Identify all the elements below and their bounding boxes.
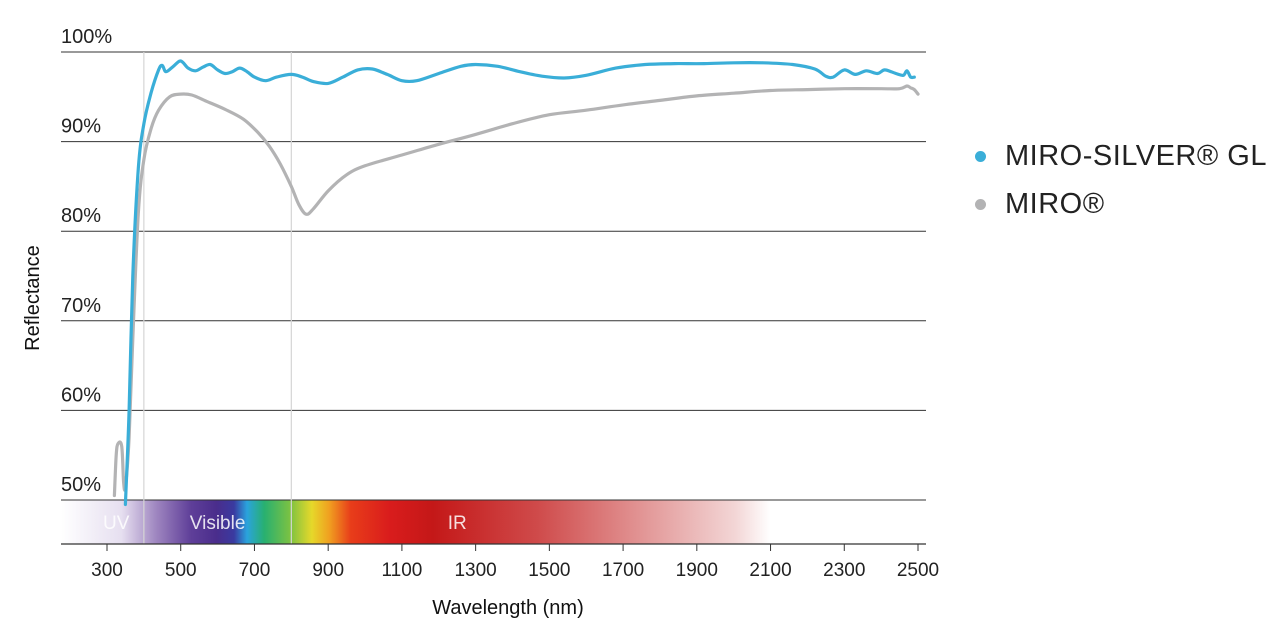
x-tick-label: 700 [239,560,271,581]
x-tick-label: 300 [91,560,123,581]
band-labels: UV Visible IR [103,513,467,534]
y-tick-labels: 50% 60% 70% 80% 90% 100% [61,26,112,496]
y-axis-label: Reflectance [22,245,44,351]
x-tick-label: 1300 [454,560,496,581]
legend: MIRO-SILVER® GL MIRO® [975,132,1267,228]
x-axis: 300 500 700 900 1100 1300 1500 1700 1900 2100 2300… [61,543,939,581]
y-tick-label: 80% [61,205,101,227]
spectrum-band [61,500,926,544]
x-tick-label: 2100 [749,560,791,581]
series-line-miro [112,84,920,498]
band-label: UV [103,513,130,534]
x-tick-label: 2500 [897,560,939,581]
y-tick-label: 60% [61,384,101,406]
y-tick-label: 50% [61,474,101,496]
series-line-miro-silver-gl [123,59,916,507]
y-tick-label: 100% [61,26,112,48]
band-label: Visible [190,513,246,534]
x-tick-label: 500 [165,560,197,581]
legend-item-miro: MIRO® [975,180,1267,228]
y-tick-label: 90% [61,116,101,138]
y-tick-label: 70% [61,295,101,317]
gridlines [61,51,926,501]
x-tick-label: 1500 [528,560,570,581]
series-lines [112,59,920,507]
x-tick-label: 1900 [676,560,718,581]
x-tick-label: 2300 [823,560,865,581]
x-tick-label: 1100 [381,560,422,581]
legend-marker [975,198,986,210]
x-axis-label: Wavelength (nm) [432,597,584,619]
band-label: IR [448,513,467,534]
legend-item-miro-silver: MIRO-SILVER® GL [975,132,1267,180]
reference-lines [143,52,292,544]
legend-marker [975,150,986,162]
x-tick-label: 900 [312,560,344,581]
legend-label: MIRO-SILVER® GL [1005,139,1267,172]
legend-label: MIRO® [1005,187,1105,220]
x-tick-label: 1700 [602,560,644,581]
